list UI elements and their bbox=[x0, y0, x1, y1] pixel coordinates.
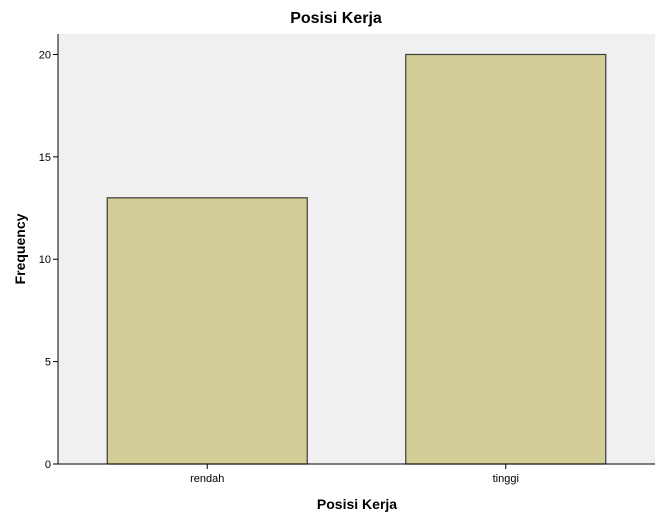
x-ticks-group: rendah tinggi bbox=[190, 464, 519, 485]
y-tick-label-0: 0 bbox=[45, 459, 51, 471]
y-ticks-group: 0 5 10 15 20 bbox=[39, 49, 58, 471]
bar-tinggi bbox=[405, 53, 607, 465]
y-tick-label-20: 20 bbox=[39, 49, 51, 61]
y-tick-label-15: 15 bbox=[39, 152, 51, 164]
x-tick-label-rendah: rendah bbox=[190, 473, 224, 485]
x-tick-label-tinggi: tinggi bbox=[493, 473, 519, 485]
y-tick-label-10: 10 bbox=[39, 254, 51, 266]
y-tick-label-5: 5 bbox=[45, 357, 51, 369]
chart-title: Posisi Kerja bbox=[290, 10, 382, 27]
bar-rendah bbox=[106, 197, 308, 465]
bars-group bbox=[106, 53, 607, 465]
x-axis-title: Posisi Kerja bbox=[317, 496, 397, 512]
y-axis-title: Frequency bbox=[12, 213, 28, 284]
